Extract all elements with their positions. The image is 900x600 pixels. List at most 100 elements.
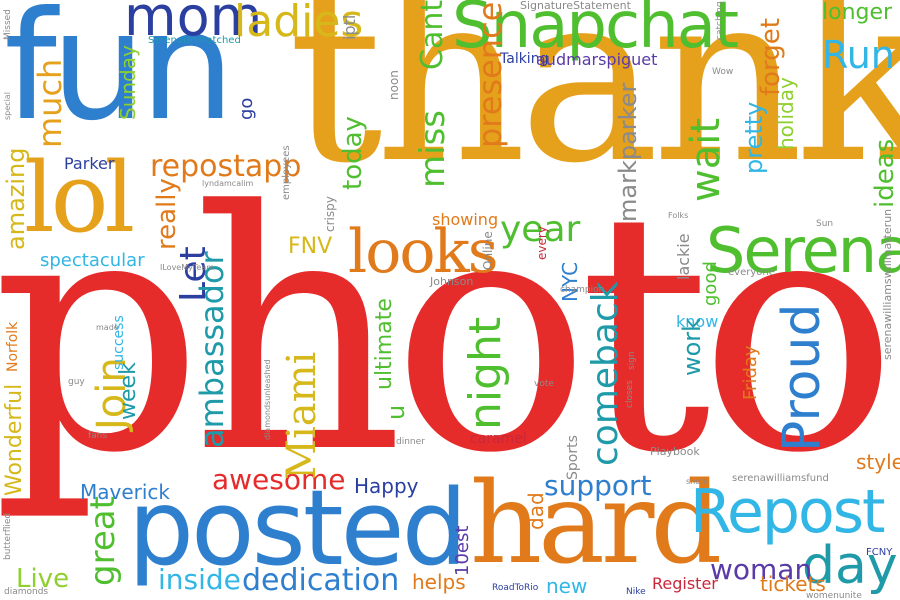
word-night: night xyxy=(460,316,511,430)
word-ambassador: ambassador xyxy=(193,251,231,448)
word-ultimate: ultimate xyxy=(372,298,397,390)
word-thank: thank xyxy=(288,0,900,215)
word-special: special xyxy=(3,92,12,120)
word-talking: Talking xyxy=(500,51,549,67)
word-posted: posted xyxy=(128,467,468,589)
word-longer: longer xyxy=(822,0,893,25)
word-day: day xyxy=(802,536,898,596)
word-every: every xyxy=(535,226,549,260)
word-fun: fun xyxy=(4,0,235,154)
word-good: good xyxy=(700,261,721,306)
word-much: much xyxy=(31,58,69,148)
word-lackie: lackie xyxy=(674,233,693,280)
word-noon: noon xyxy=(387,70,401,100)
word-audmarspiguet: audmarspiguet xyxy=(536,50,658,69)
word-forget: forget xyxy=(756,18,786,96)
word-year: year xyxy=(500,209,581,250)
word-presence: presence xyxy=(471,1,509,148)
word-amazing: amazing xyxy=(2,147,30,250)
word-dedication: dedication xyxy=(242,563,400,598)
word-work: work xyxy=(678,317,706,376)
word-caramel: caramel xyxy=(470,431,527,447)
word-go: go xyxy=(236,97,257,120)
word-looks: looks xyxy=(348,217,499,287)
word-wait: wait xyxy=(683,117,729,202)
word-ilovemyteam: ILoveMyTeam xyxy=(160,263,215,272)
word-everyone: everyone xyxy=(728,267,775,278)
word-diamonds: diamonds xyxy=(4,587,49,597)
word-miami: Miami xyxy=(279,351,325,480)
word-friday: Friday xyxy=(740,345,761,400)
word-u: u xyxy=(382,404,410,420)
word-sports: Sports xyxy=(565,435,581,480)
word-10est: 10est xyxy=(452,525,473,576)
word-happy: Happy xyxy=(354,474,419,498)
word-great: great xyxy=(83,496,123,586)
word-shots: shots xyxy=(686,477,708,486)
word-wow: Wow xyxy=(712,67,734,77)
word-wonderful: Wonderful xyxy=(2,383,27,496)
word-fnv: FNV xyxy=(288,234,333,259)
word-showing: showing xyxy=(432,210,499,229)
word-parker: Parker xyxy=(64,154,115,173)
word-employees: employees xyxy=(281,145,292,200)
word-serenawilliamsfund: serenawilliamsfund xyxy=(732,473,829,484)
word-womenunite: womenunite xyxy=(806,591,862,600)
word-photo: photo xyxy=(0,141,898,525)
word-ladies: ladies xyxy=(234,0,364,47)
word-helps: helps xyxy=(412,570,466,594)
word-really: really xyxy=(152,178,182,250)
word-repostapp: repostapp xyxy=(150,149,302,184)
word-crispy: crispy xyxy=(323,196,337,232)
word-week: week xyxy=(116,362,141,420)
word-signature-statement: SignatureStatement xyxy=(520,0,631,12)
word-ideas: ideas xyxy=(870,138,900,208)
word-dinner: dinner xyxy=(396,437,425,447)
word-tickets: tickets xyxy=(760,572,826,596)
word-folks: Folks xyxy=(668,211,689,220)
word-lyndamcalim: lyndamcalim xyxy=(202,179,254,188)
word-comeback: comeback xyxy=(585,281,626,466)
word-vote: vote xyxy=(534,379,554,389)
word-register: Register xyxy=(652,574,718,593)
word-sign: sign xyxy=(627,351,637,370)
word-pretty: pretty xyxy=(740,101,768,174)
word-mom: mom xyxy=(124,0,263,48)
word-run: Run xyxy=(822,33,895,77)
word-new: new xyxy=(546,574,588,598)
word-markparker: markparker xyxy=(614,82,642,222)
word-inside: inside xyxy=(158,563,241,596)
word-awesome: awesome xyxy=(212,463,346,496)
word-maverick: Maverick xyxy=(80,480,171,504)
word-proud: Proud xyxy=(772,303,832,452)
word-closes: closes xyxy=(625,380,635,408)
word-lol: lol xyxy=(24,142,135,254)
word-nyc: NYC xyxy=(558,261,582,302)
word-today: today xyxy=(338,116,368,190)
word-serena-unmatched: SerenaUnmatched xyxy=(148,35,241,46)
word-champion: champion xyxy=(560,285,605,295)
word-diamondsunleashed: diamondsunleashed xyxy=(263,359,272,440)
word-catching: catching xyxy=(715,1,725,40)
word-hard: hard xyxy=(470,459,722,589)
word-guy: guy xyxy=(68,377,85,387)
word-fans: fans xyxy=(88,431,108,441)
word-butterflied: butterflied xyxy=(3,512,13,560)
word-williams-long: serenawilliamswillmatterun xyxy=(881,208,894,360)
word-snapchat: Snapchat xyxy=(452,0,739,63)
word-woman: woman xyxy=(710,553,813,586)
word-repost: Repost xyxy=(690,477,885,547)
word-iptl: iptl xyxy=(340,14,359,40)
word-norfolk: Norfolk xyxy=(5,321,21,372)
word-sun: Sun xyxy=(816,219,834,229)
word-missed: Missed xyxy=(3,9,13,40)
word-nike: Nike xyxy=(626,587,646,597)
word-made: made xyxy=(96,323,119,332)
word-fcny: FCNY xyxy=(866,547,893,558)
word-playbook: Playbook xyxy=(650,445,700,458)
word-know: know xyxy=(676,312,719,331)
word-dad: dad xyxy=(524,492,548,530)
word-online: Online xyxy=(481,231,495,270)
word-live: Live xyxy=(16,564,70,594)
